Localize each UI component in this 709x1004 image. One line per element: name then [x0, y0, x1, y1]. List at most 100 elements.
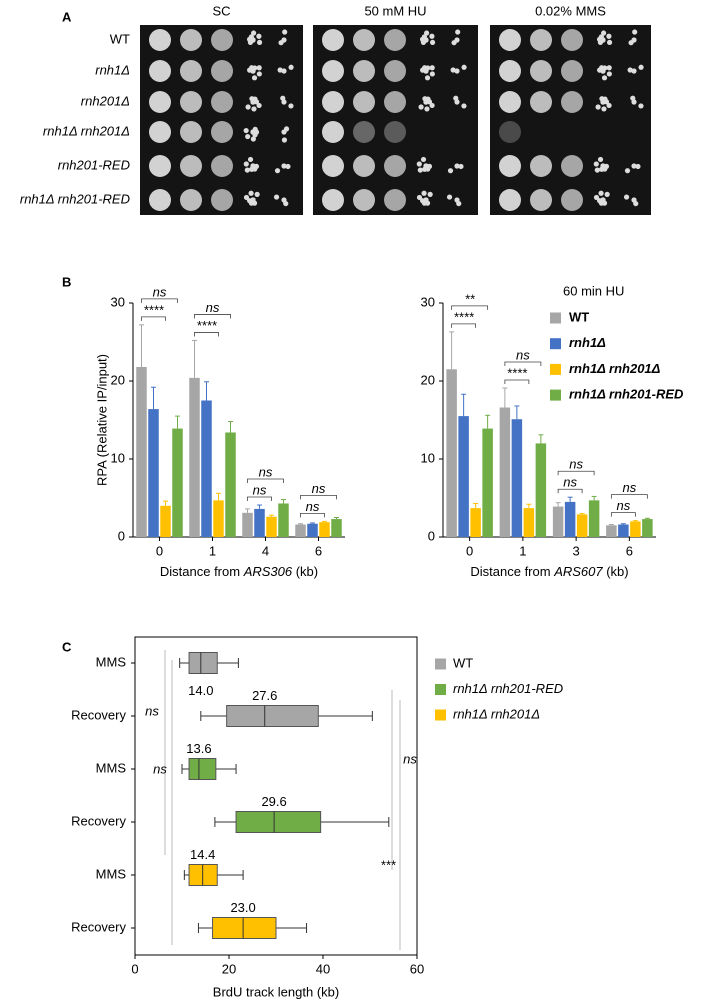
x-tick-label: 20: [222, 961, 236, 976]
x-tick-label: 6: [626, 543, 633, 558]
plate: [490, 25, 651, 215]
colony-spot: [211, 91, 233, 113]
bar: [535, 443, 547, 537]
y-tick-label: Recovery: [71, 919, 126, 934]
legend-label: rnh1Δ rnh201Δ: [569, 361, 661, 376]
y-tick-label: 10: [421, 450, 435, 465]
colony: [421, 34, 427, 40]
bar: [148, 409, 159, 537]
colony-spot: [322, 91, 344, 113]
significance-bracket: [247, 478, 284, 484]
strain-label: WT: [110, 31, 130, 46]
colony: [606, 65, 612, 71]
significance-label: ns: [259, 464, 273, 479]
legend-swatch: [550, 363, 561, 375]
colony: [277, 67, 283, 73]
colony: [281, 137, 288, 143]
colony-spot: [499, 121, 521, 143]
colony: [598, 190, 604, 196]
significance-label: **: [465, 291, 476, 306]
x-label-part: (kb): [603, 564, 629, 579]
colony: [630, 95, 636, 101]
colony: [595, 104, 601, 110]
colony-spot: [180, 121, 202, 143]
colony-spot: [530, 189, 552, 211]
colony: [458, 163, 464, 170]
median-label: 14.0: [188, 683, 213, 698]
significance-label: ns: [563, 475, 577, 490]
colony: [429, 65, 435, 71]
x-tick-label: 60: [410, 961, 424, 976]
colony: [628, 40, 634, 46]
legend-swatch: [550, 312, 561, 324]
significance-bracket: [194, 314, 231, 319]
median-label: 13.6: [186, 741, 211, 756]
median-label: 23.0: [230, 900, 255, 915]
bar: [266, 516, 277, 537]
colony: [422, 166, 428, 172]
strain-label: rnh1Δ rnh201Δ: [43, 123, 130, 138]
colony: [606, 102, 612, 109]
y-tick-label: Recovery: [71, 707, 126, 722]
colony-spot: [561, 91, 583, 113]
colony-spot: [561, 189, 583, 211]
colony: [256, 102, 262, 109]
colony: [601, 30, 607, 36]
x-tick-label: 3: [573, 543, 580, 558]
bar: [470, 508, 481, 537]
colony: [416, 161, 422, 167]
bar: [331, 519, 342, 537]
bar: [564, 501, 576, 537]
colony: [244, 167, 250, 173]
colony: [250, 136, 256, 142]
significance-label: ns: [306, 499, 320, 514]
colony: [606, 39, 613, 46]
colony: [248, 190, 254, 196]
colony: [424, 30, 430, 36]
bar: [278, 503, 289, 537]
bar: [242, 512, 253, 537]
x-axis-label: Distance from ARS306 (kb): [160, 564, 318, 579]
colony: [635, 163, 641, 170]
colony-spot: [211, 155, 233, 177]
panel-label: B: [62, 274, 71, 289]
bar: [213, 500, 224, 537]
colony: [285, 163, 291, 170]
colony-spot: [384, 155, 406, 177]
colony-spot: [499, 91, 521, 113]
colony: [421, 190, 427, 196]
colony: [593, 194, 600, 201]
colony: [633, 200, 639, 207]
colony-spot: [530, 155, 552, 177]
colony: [461, 64, 467, 70]
y-tick-label: MMS: [96, 760, 127, 775]
bar: [172, 428, 183, 537]
significance-label: ns: [153, 761, 167, 776]
significance-bracket: [141, 298, 178, 303]
y-tick-label: MMS: [96, 866, 127, 881]
x-tick-label: 0: [131, 961, 138, 976]
colony: [247, 156, 254, 163]
colony: [597, 156, 604, 163]
bar: [606, 525, 617, 537]
significance-bracket: [504, 361, 542, 367]
colony-spot: [353, 189, 375, 211]
colony-spot: [384, 121, 406, 143]
colony: [282, 29, 288, 35]
panel-label: A: [62, 9, 72, 24]
colony: [446, 194, 453, 200]
legend-label: rnh1Δ rnh201-RED: [569, 387, 684, 402]
legend-swatch: [550, 389, 561, 401]
colony-spot: [530, 29, 552, 51]
colony: [427, 191, 433, 197]
bar: [225, 432, 236, 537]
colony: [596, 198, 603, 204]
x-label-part: Distance from: [470, 564, 554, 579]
box: [212, 917, 277, 939]
bar: [511, 419, 523, 537]
colony: [603, 99, 610, 105]
colony: [283, 200, 289, 207]
colony: [604, 191, 610, 197]
y-tick-label: 30: [111, 294, 125, 309]
bar: [136, 366, 147, 537]
